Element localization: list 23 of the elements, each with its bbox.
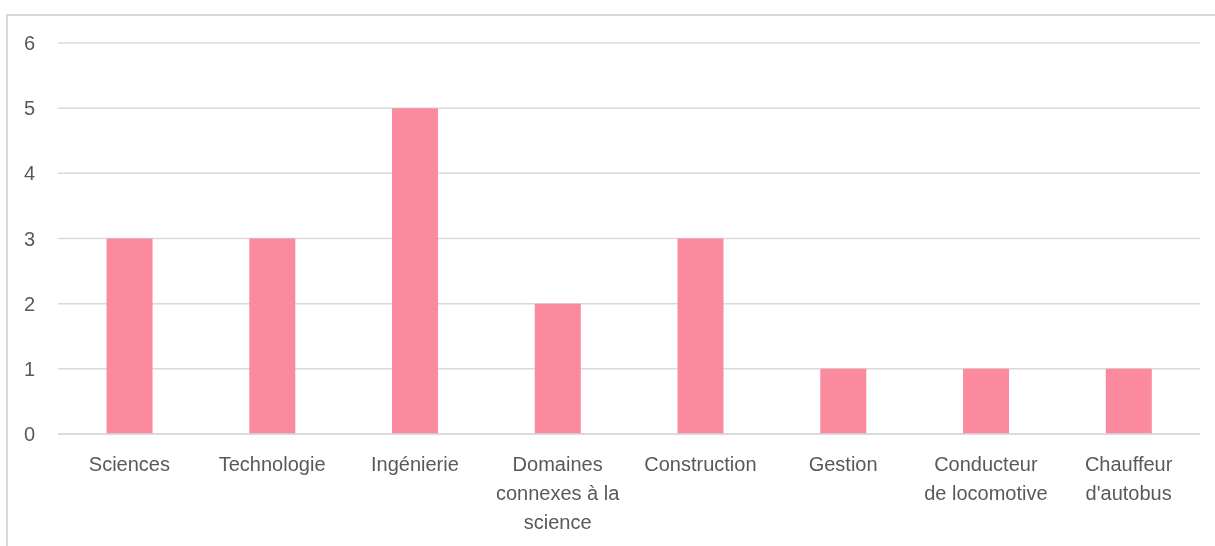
bar [677,238,724,434]
x-tick-label: Technologie [218,453,326,476]
bar [392,108,439,434]
x-tick-label: Sciences [88,453,170,476]
y-tick-label: 3 [23,227,35,250]
y-tick-label: 6 [23,32,35,55]
bar [1105,368,1152,434]
x-tick-label: Construction [644,453,757,476]
y-tick-label: 4 [23,162,35,185]
bar [820,368,867,434]
x-tick-label: Conducteur de locomotive [924,453,1048,505]
y-tick-label: 1 [23,357,35,380]
bar [106,238,153,434]
x-tick-label: Domaines connexes à la science [495,453,621,534]
x-tick-label: Gestion [808,453,878,476]
y-tick-label: 5 [23,97,35,120]
bar [963,368,1010,434]
bar [249,238,296,434]
x-tick-label: Ingénierie [370,453,459,476]
bar [534,303,581,434]
y-tick-label: 0 [23,423,35,446]
y-tick-label: 2 [23,292,35,315]
x-tick-label: Chauffeur d'autobus [1084,453,1173,505]
